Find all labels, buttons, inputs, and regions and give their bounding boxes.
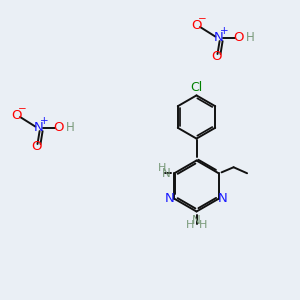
Text: N: N xyxy=(192,214,201,227)
Text: N: N xyxy=(218,192,228,205)
Text: O: O xyxy=(211,50,221,64)
Text: Cl: Cl xyxy=(190,81,202,94)
Text: H: H xyxy=(199,220,207,230)
Text: N: N xyxy=(214,31,224,44)
Text: H: H xyxy=(158,163,166,173)
Text: O: O xyxy=(53,121,64,134)
Text: O: O xyxy=(233,31,244,44)
Text: N: N xyxy=(165,192,175,205)
Text: −: − xyxy=(197,14,206,24)
Text: N: N xyxy=(162,167,171,180)
Text: +: + xyxy=(40,116,48,126)
Text: O: O xyxy=(11,109,22,122)
Text: −: − xyxy=(17,104,26,114)
Text: H: H xyxy=(186,220,194,230)
Text: H: H xyxy=(246,31,255,44)
Text: N: N xyxy=(34,121,44,134)
Text: H: H xyxy=(66,121,75,134)
Text: O: O xyxy=(31,140,41,154)
Text: O: O xyxy=(191,19,202,32)
Text: +: + xyxy=(220,26,228,36)
